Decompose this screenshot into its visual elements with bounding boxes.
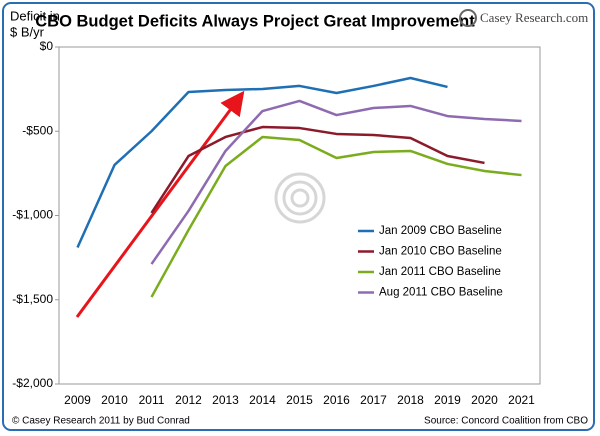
frame — [2, 2, 595, 431]
legend-label: Jan 2010 CBO Baseline — [379, 246, 502, 258]
y-label: Deficit in — [10, 8, 60, 23]
x-tick-label: 2014 — [249, 393, 276, 407]
logo-icon — [459, 9, 477, 27]
series-line — [76, 76, 448, 249]
y-tick-label: -$1,500 — [12, 292, 53, 306]
copyright: © Casey Research 2011 by Bud Conrad — [12, 416, 190, 427]
chart-title: CBO Budget Deficits Always Project Great… — [35, 12, 475, 30]
x-tick-label: 2016 — [323, 393, 350, 407]
source: Source: Concord Coalition from CBO — [424, 416, 588, 427]
x-tick-label: 2018 — [397, 393, 424, 407]
watermark — [274, 172, 326, 224]
trend-arrow — [75, 90, 245, 318]
x-tick-label: 2012 — [175, 393, 202, 407]
series-line — [150, 125, 485, 214]
series-line — [150, 135, 522, 298]
series-line — [150, 99, 522, 265]
x-tick-label: 2013 — [212, 393, 239, 407]
logo: Casey Research.com — [480, 10, 588, 25]
y-tick-label: -$500 — [22, 123, 53, 137]
x-tick-label: 2015 — [286, 393, 313, 407]
x-tick-label: 2019 — [434, 393, 461, 407]
x-tick-label: 2017 — [360, 393, 387, 407]
legend-label: Jan 2009 CBO Baseline — [379, 225, 502, 237]
legend-label: Aug 2011 CBO Baseline — [379, 287, 503, 299]
y-tick-label: $0 — [40, 39, 54, 53]
x-tick-label: 2011 — [139, 393, 165, 407]
y-tick-label: -$2,000 — [12, 376, 53, 390]
x-tick-label: 2010 — [101, 393, 128, 407]
x-tick-label: 2009 — [64, 393, 91, 407]
x-tick-label: 2021 — [508, 393, 535, 407]
y-label: $ B/yr — [10, 24, 45, 39]
legend-label: Jan 2011 CBO Baseline — [379, 266, 501, 278]
y-tick-label: -$1,000 — [12, 208, 53, 222]
x-tick-label: 2020 — [471, 393, 498, 407]
